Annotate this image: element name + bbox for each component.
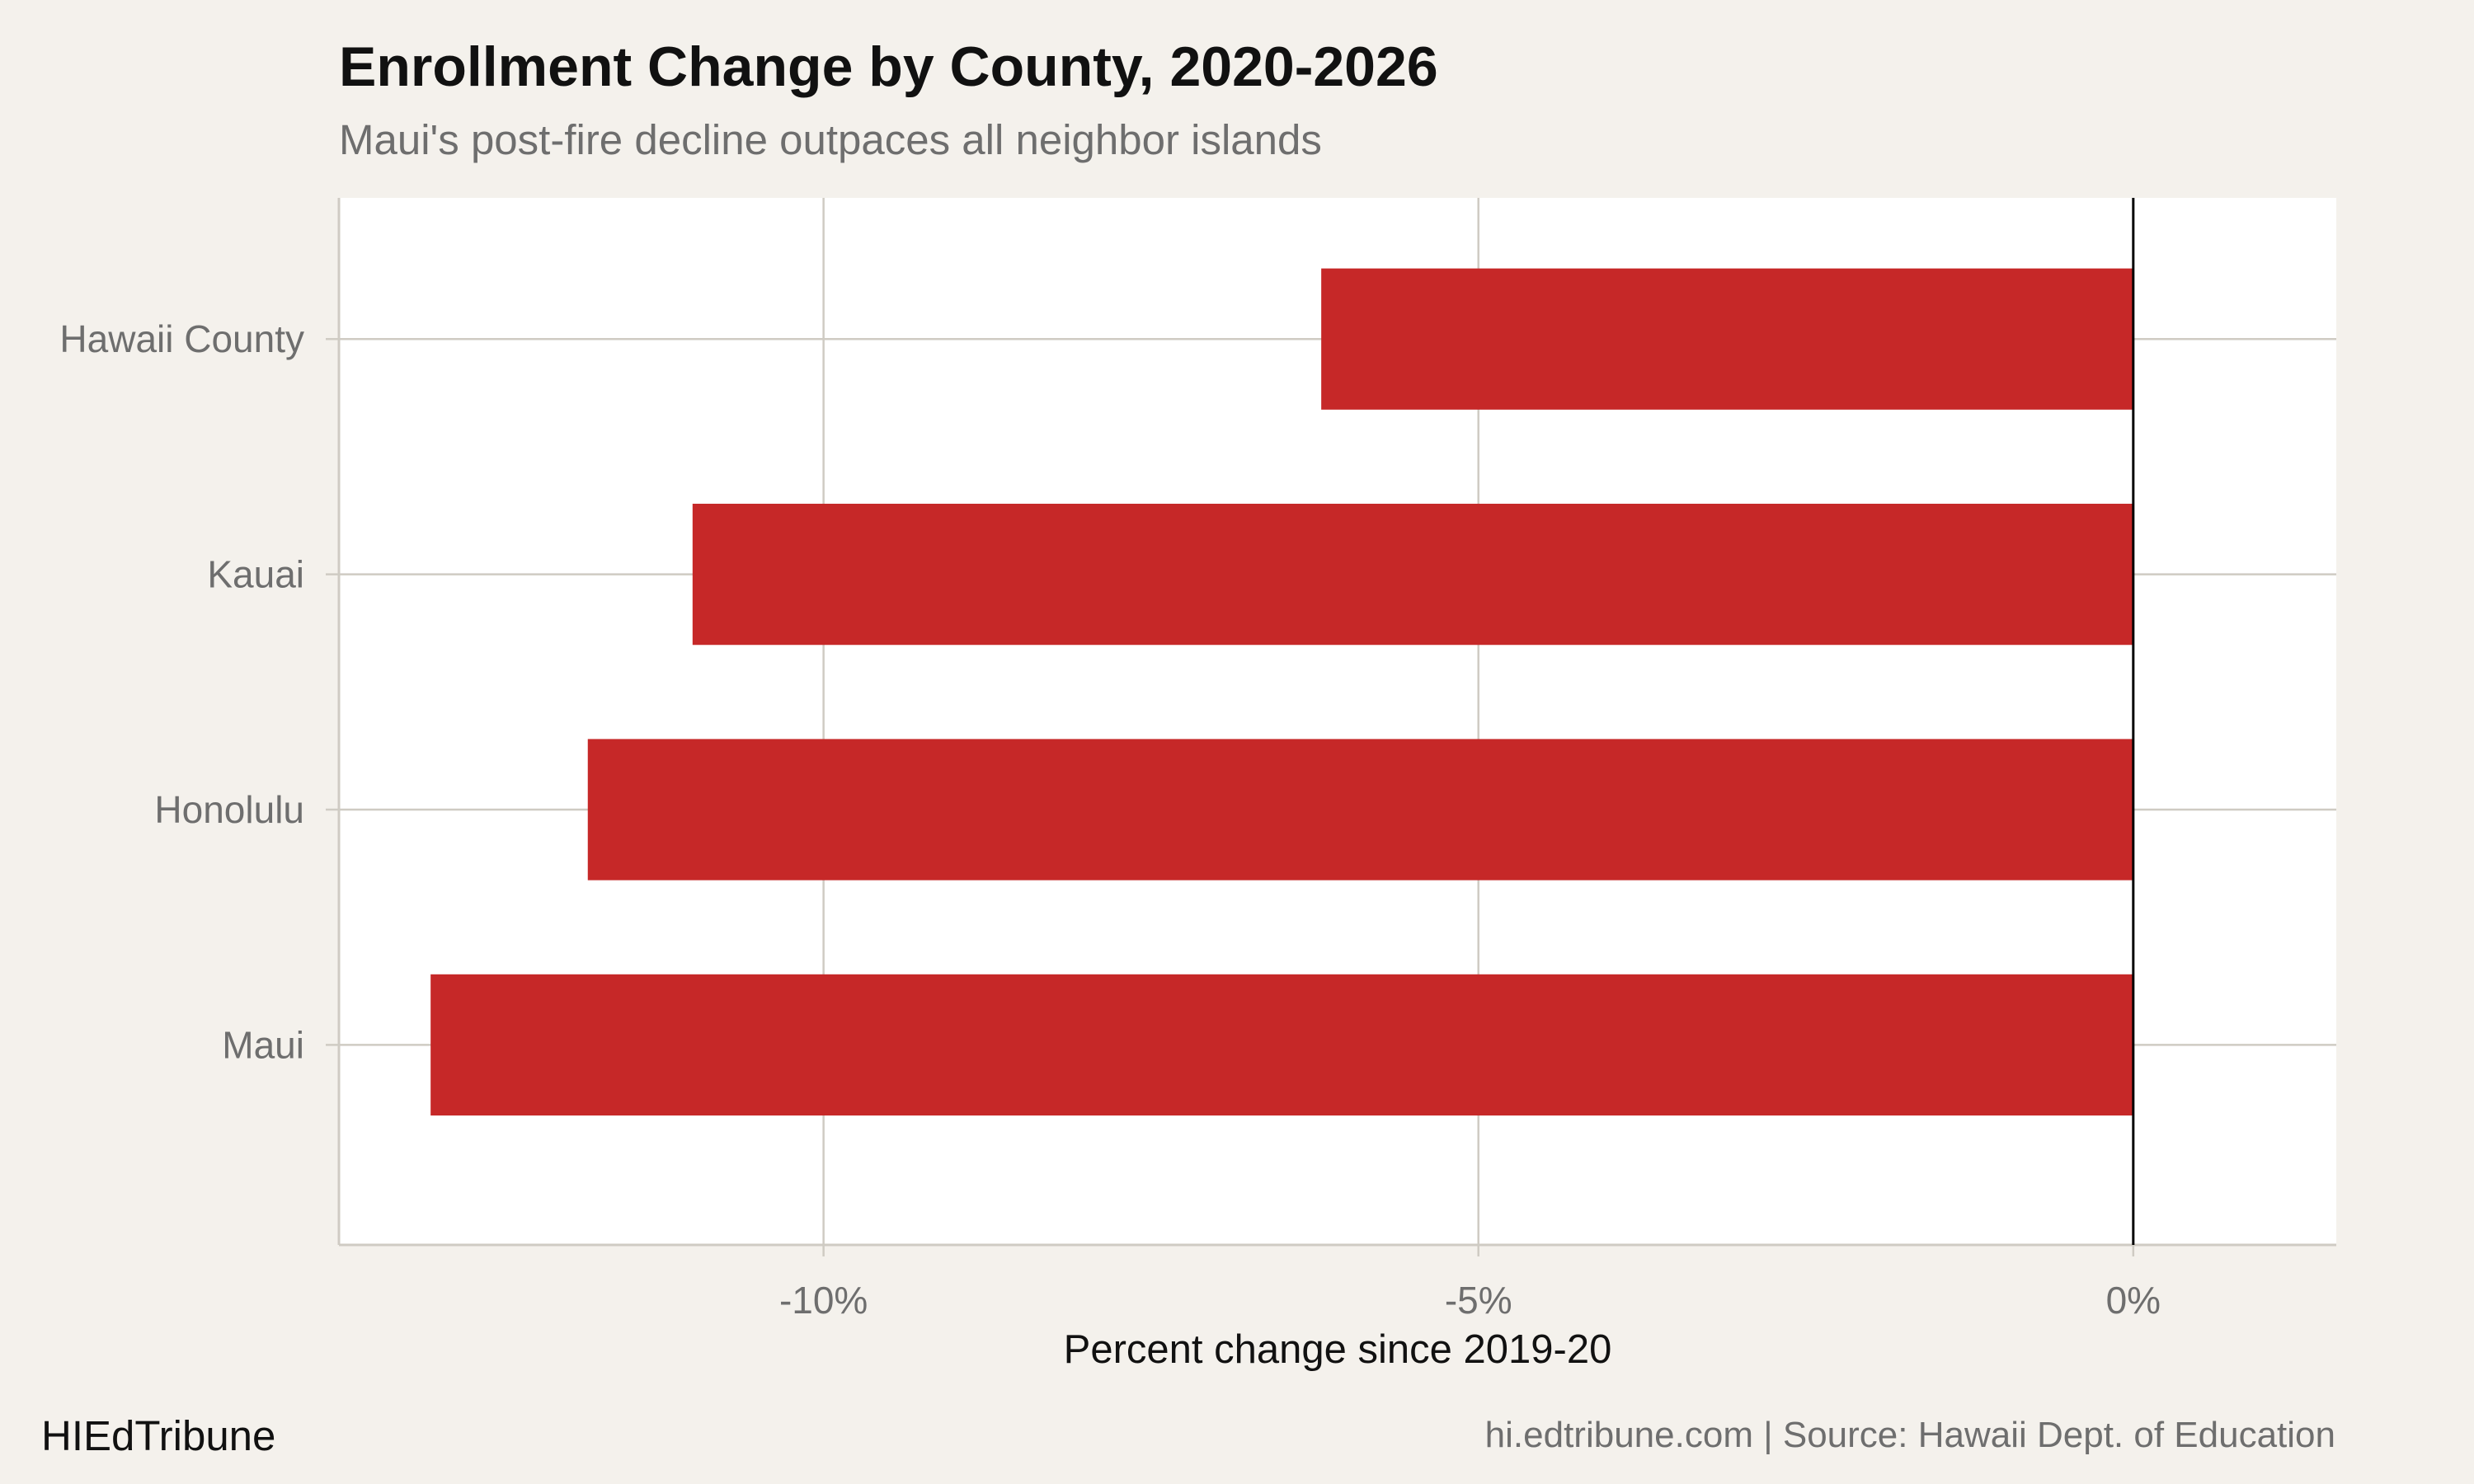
y-tick-label: Hawaii County — [59, 317, 304, 360]
y-tick-label: Honolulu — [154, 788, 304, 831]
bar-hawaii-county — [1321, 268, 2133, 410]
bar-kauai — [692, 504, 2133, 646]
bar-maui — [430, 974, 2133, 1116]
y-tick-label: Kauai — [207, 553, 304, 596]
bar-honolulu — [587, 739, 2133, 881]
x-axis-title: Percent change since 2019-20 — [1064, 1327, 1612, 1372]
y-tick-label: Maui — [222, 1023, 304, 1066]
chart-subtitle: Maui's post-fire decline outpaces all ne… — [339, 116, 1322, 163]
chart-title: Enrollment Change by County, 2020-2026 — [339, 35, 1438, 98]
source-note: hi.edtribune.com | Source: Hawaii Dept. … — [1484, 1415, 2335, 1455]
x-tick-label: -5% — [1445, 1279, 1512, 1322]
x-tick-label: -10% — [779, 1279, 868, 1322]
x-tick-label: 0% — [2106, 1279, 2161, 1322]
brand-label: HIEdTribune — [41, 1412, 276, 1459]
